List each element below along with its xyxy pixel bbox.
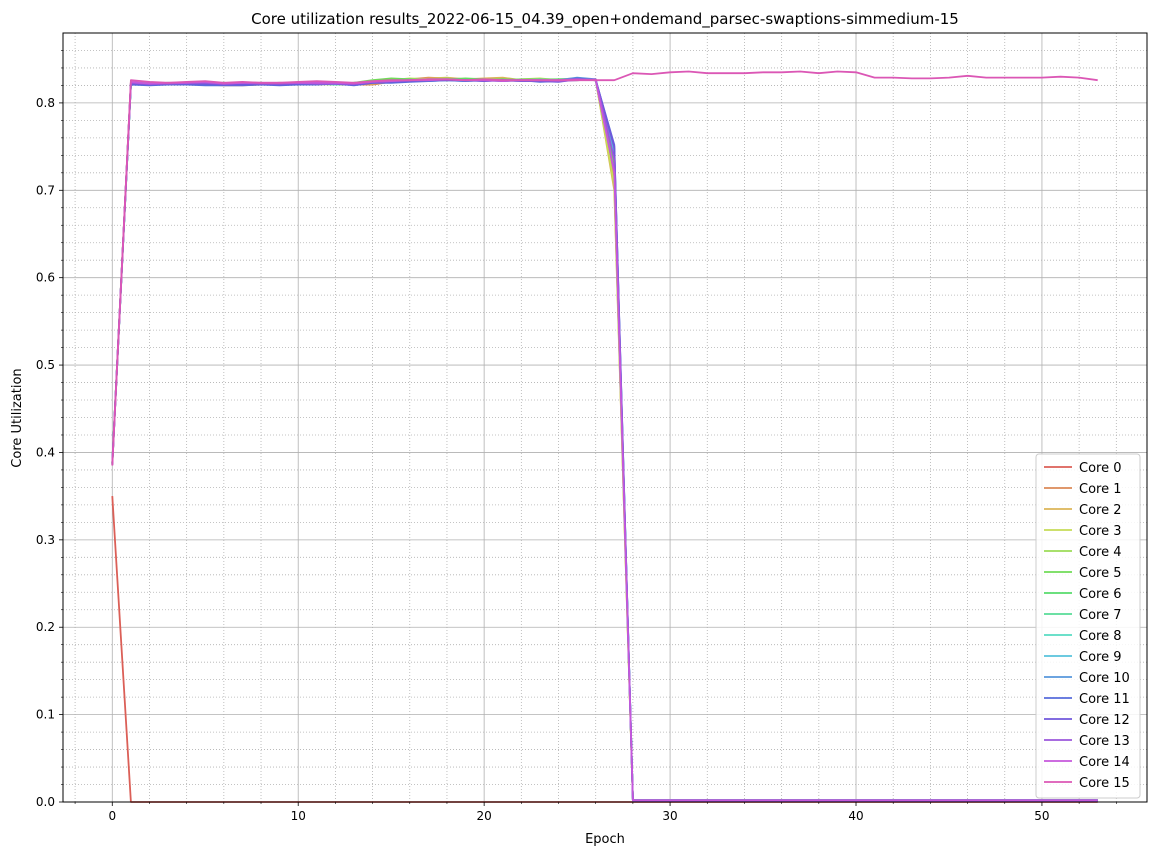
- legend-label: Core 14: [1079, 755, 1130, 770]
- legend-box: [1035, 453, 1141, 799]
- axis-ticks: 0 10 20 30 40 50 0.0 0.1 0.2 0.3 0.4 0.5 0.6 0.7 0.8: [36, 50, 1117, 823]
- y-tick-label: 0.2: [36, 620, 55, 634]
- x-tick-label: 10: [291, 809, 306, 823]
- x-tick-label: 40: [848, 809, 863, 823]
- legend-label: Core 5: [1079, 566, 1122, 581]
- legend-label: Core 13: [1079, 734, 1130, 749]
- minor-gridlines: [63, 33, 1147, 802]
- y-tick-label: 0.5: [36, 358, 55, 372]
- legend: Core 0 Core 1 Core 2 Core 3 Core 4 Core 5 Core…: [1035, 453, 1141, 799]
- legend-label: Core 15: [1079, 776, 1130, 791]
- legend-label: Core 4: [1079, 545, 1122, 560]
- y-tick-label: 0.0: [36, 795, 55, 809]
- y-tick-label: 0.7: [36, 183, 55, 197]
- legend-label: Core 1: [1079, 482, 1122, 497]
- y-tick-label: 0.3: [36, 533, 55, 547]
- legend-label: Core 10: [1079, 671, 1130, 686]
- x-axis-label: Epoch: [585, 832, 625, 847]
- y-axis-label: Core Utilization: [10, 368, 25, 467]
- legend-label: Core 6: [1079, 587, 1122, 602]
- legend-label: Core 9: [1079, 650, 1122, 665]
- legend-label: Core 3: [1079, 524, 1122, 539]
- series-line-core-15: [111, 70, 1098, 466]
- y-tick-label: 0.1: [36, 708, 55, 722]
- legend-label: Core 12: [1079, 713, 1130, 728]
- y-tick-label: 0.6: [36, 271, 55, 285]
- legend-label: Core 11: [1079, 692, 1130, 707]
- legend-label: Core 2: [1079, 503, 1122, 518]
- x-tick-label: 20: [477, 809, 492, 823]
- legend-label: Core 0: [1079, 461, 1122, 476]
- x-tick-label: 30: [662, 809, 677, 823]
- legend-label: Core 8: [1079, 629, 1122, 644]
- chart-title: Core utilization results_2022-06-15_04.3…: [251, 10, 959, 29]
- x-tick-label: 0: [108, 809, 116, 823]
- y-tick-label: 0.8: [36, 96, 55, 110]
- x-tick-label: 50: [1034, 809, 1049, 823]
- y-tick-label: 0.4: [36, 445, 55, 459]
- legend-label: Core 7: [1079, 608, 1122, 623]
